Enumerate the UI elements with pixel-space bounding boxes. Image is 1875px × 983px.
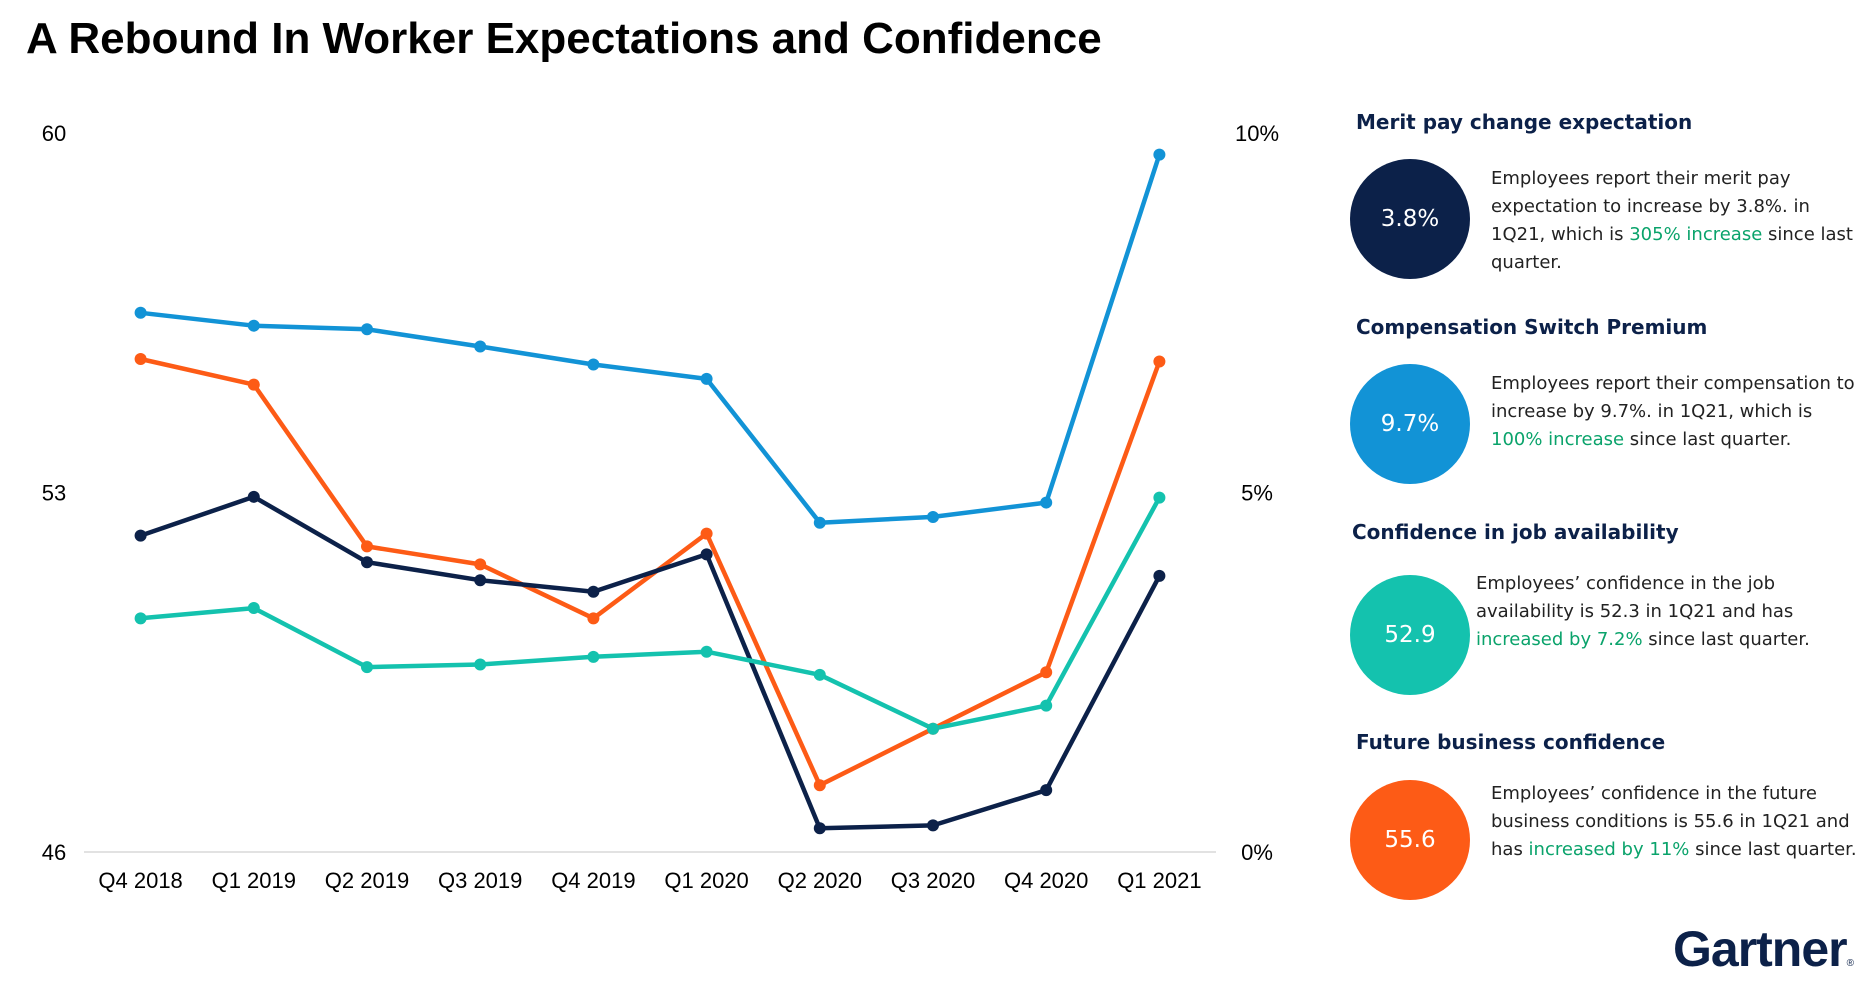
data-point	[247, 378, 260, 391]
y-right-tick-label: 5%	[1241, 481, 1273, 506]
series-line	[138, 494, 1162, 831]
desc-highlight: 305% increase	[1629, 224, 1763, 245]
desc-text: since last quarter.	[1642, 629, 1810, 650]
stat-description: Employees report their compensation to i…	[1491, 370, 1861, 454]
data-point	[1153, 569, 1166, 582]
data-point	[813, 516, 826, 529]
series-line	[138, 356, 1162, 788]
data-point	[1040, 666, 1053, 679]
data-point	[474, 658, 487, 671]
data-point	[700, 527, 713, 540]
data-point	[1153, 355, 1166, 368]
data-point	[361, 323, 373, 336]
logo-text: Gartner	[1673, 921, 1848, 977]
x-tick-label: Q1 2021	[1117, 868, 1201, 893]
data-point	[247, 490, 260, 503]
data-point	[927, 722, 939, 735]
page-title: A Rebound In Worker Expectations and Con…	[26, 14, 1102, 63]
data-point	[474, 574, 487, 587]
data-point	[247, 319, 260, 332]
data-point	[361, 540, 373, 553]
data-point	[700, 645, 713, 658]
desc-text: Employees’ confidence in the future busi…	[1491, 783, 1850, 860]
data-point	[474, 558, 487, 571]
data-point	[813, 779, 826, 792]
series-line	[138, 495, 1162, 731]
registered-mark: ®	[1846, 958, 1854, 969]
stat-heading: Merit pay change expectation	[1356, 110, 1693, 134]
data-point	[587, 358, 600, 371]
stat-circle: 9.7%	[1350, 364, 1470, 484]
data-point	[700, 372, 713, 385]
data-point	[134, 352, 147, 365]
stat-heading: Confidence in job availability	[1352, 520, 1679, 544]
stat-value: 3.8%	[1380, 206, 1440, 232]
desc-text: Employees report their compensation to i…	[1491, 373, 1855, 422]
x-tick-label: Q4 2018	[98, 868, 182, 893]
data-point	[1153, 491, 1166, 504]
line-chart: 46 53 60 0% 5% 10% Q4 2018 Q1 2019 Q2 2019 Q3 201…	[42, 121, 1279, 893]
data-point	[361, 661, 373, 674]
data-point	[1040, 699, 1053, 712]
stat-value: 52.9	[1384, 622, 1436, 648]
stat-heading: Compensation Switch Premium	[1356, 315, 1708, 339]
desc-text: Employees report their merit pay expecta…	[1491, 168, 1810, 245]
y-left-tick-label: 60	[42, 121, 66, 146]
data-point	[927, 510, 939, 523]
x-tick-label: Q4 2019	[551, 868, 635, 893]
x-tick-label: Q2 2019	[325, 868, 409, 893]
data-point	[134, 529, 147, 542]
y-right-tick-label: 10%	[1235, 121, 1279, 146]
stat-description: Employees’ confidence in the job availab…	[1476, 570, 1846, 654]
series-line	[138, 152, 1162, 525]
y-left-tick-label: 53	[42, 481, 66, 506]
data-point	[1040, 496, 1053, 509]
desc-highlight: 100% increase	[1491, 429, 1625, 450]
stat-description: Employees’ confidence in the future busi…	[1491, 780, 1861, 864]
data-point	[1040, 784, 1053, 797]
data-point	[1153, 148, 1166, 161]
x-tick-label: Q1 2019	[212, 868, 296, 893]
desc-text: since last quarter.	[1491, 224, 1853, 273]
data-point	[587, 612, 600, 625]
data-point	[927, 819, 939, 832]
y-left-tick-label: 46	[42, 840, 66, 865]
x-tick-label: Q2 2020	[778, 868, 862, 893]
desc-text: since last quarter.	[1624, 429, 1792, 450]
desc-text: since last quarter.	[1689, 839, 1857, 860]
gartner-logo: Gartner®	[1673, 920, 1854, 978]
stat-heading: Future business confidence	[1356, 730, 1666, 754]
x-tick-label: Q4 2020	[1004, 868, 1088, 893]
y-right-tick-label: 0%	[1241, 840, 1273, 865]
data-point	[134, 306, 147, 319]
data-point	[813, 822, 826, 835]
x-tick-label: Q3 2019	[438, 868, 522, 893]
x-tick-label: Q3 2020	[891, 868, 975, 893]
stat-circle: 52.9	[1350, 575, 1470, 695]
x-tick-label: Q1 2020	[664, 868, 748, 893]
stat-circle: 3.8%	[1350, 159, 1470, 279]
desc-highlight: increased by 11%	[1528, 839, 1690, 860]
data-point	[587, 650, 600, 663]
desc-text: Employees’ confidence in the job availab…	[1476, 573, 1794, 622]
data-point	[134, 612, 147, 625]
desc-highlight: increased by 7.2%	[1476, 629, 1643, 650]
stat-circle: 55.6	[1350, 780, 1470, 900]
data-point	[361, 556, 373, 569]
stat-value: 9.7%	[1380, 411, 1440, 437]
data-point	[247, 602, 260, 615]
stat-value: 55.6	[1384, 827, 1436, 853]
data-point	[700, 548, 713, 561]
data-point	[813, 668, 826, 681]
stat-description: Employees report their merit pay expecta…	[1491, 165, 1861, 277]
data-point	[474, 340, 487, 353]
data-point	[587, 585, 600, 598]
